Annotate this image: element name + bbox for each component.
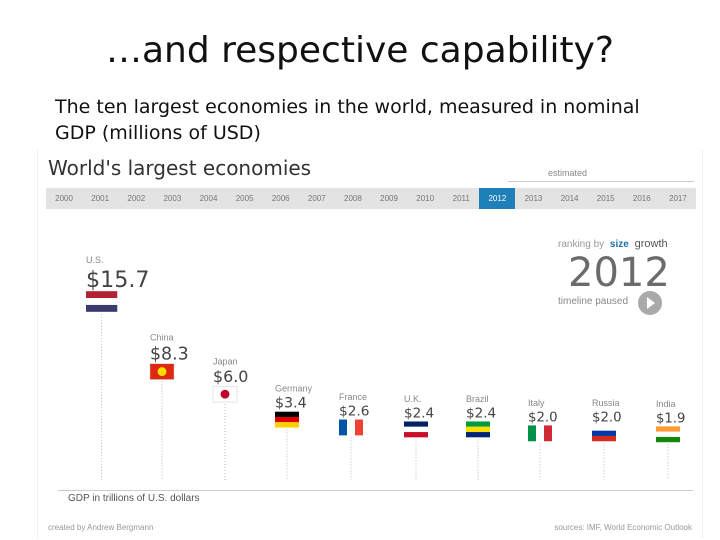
timeline-year-2003[interactable]: 2003 xyxy=(163,194,182,203)
country-label-9: India xyxy=(656,399,676,409)
flag-band-7-1 xyxy=(536,425,544,442)
gdp-value-0: $15.7 xyxy=(86,267,150,293)
timeline-year-2001[interactable]: 2001 xyxy=(91,194,110,203)
country-label-7: Italy xyxy=(528,398,545,408)
country-label-1: China xyxy=(150,332,174,342)
gdp-value-7: $2.0 xyxy=(528,410,558,425)
mode-growth-toggle[interactable]: growth xyxy=(634,238,668,250)
timeline-year-2008[interactable]: 2008 xyxy=(344,194,362,203)
gdp-value-1: $8.3 xyxy=(150,345,189,365)
gdp-value-4: $2.6 xyxy=(339,404,369,420)
flag-band-0-1 xyxy=(86,298,118,305)
timeline-year-2007[interactable]: 2007 xyxy=(307,194,326,203)
timeline-year-2010[interactable]: 2010 xyxy=(416,194,435,203)
year-timeline: 2000 2001 2002 2003 2004 2005 2006 2007 2008 2009… xyxy=(46,188,696,209)
estimated-label: estimated xyxy=(548,168,588,178)
flag-band-4-2 xyxy=(355,419,363,436)
axis-line xyxy=(58,490,693,491)
country-label-3: Germany xyxy=(275,383,313,393)
flag-band-0-2 xyxy=(86,304,118,312)
axis-caption: GDP in trillions of U.S. dollars xyxy=(68,493,200,504)
flag-band-6-1 xyxy=(466,426,490,433)
timeline-year-2004[interactable]: 2004 xyxy=(199,194,218,203)
flag-emblem-1 xyxy=(157,367,167,377)
gdp-value-3: $3.4 xyxy=(275,396,307,412)
country-label-0: U.S. xyxy=(86,255,104,265)
timeline-year-2000[interactable]: 2000 xyxy=(55,194,73,203)
flag-band-5-1 xyxy=(404,426,428,433)
flag-band-8-1 xyxy=(592,430,616,436)
country-label-6: Brazil xyxy=(466,394,489,404)
flag-band-9-0 xyxy=(656,426,680,432)
timeline-year-2016[interactable]: 2016 xyxy=(632,194,651,203)
timeline-year-2014[interactable]: 2014 xyxy=(560,194,579,203)
timeline-status: timeline paused xyxy=(558,296,629,307)
flag-band-8-2 xyxy=(592,435,616,442)
source-text: sources: IMF, World Economic Outlook xyxy=(554,523,692,532)
credit-text: created by Andrew Bergmann xyxy=(48,523,154,532)
gdp-chart: U.S. $15.7 China $8.3 Japan$6.0 Germany $3.4 Fr… xyxy=(86,255,685,480)
timeline-year-2002[interactable]: 2002 xyxy=(127,194,146,203)
flag-band-4-1 xyxy=(347,419,355,436)
graphic-title: World's largest economies xyxy=(48,156,312,180)
timeline-year-2017[interactable]: 2017 xyxy=(669,194,687,203)
flag-band-5-0 xyxy=(404,421,428,427)
country-label-4: France xyxy=(339,392,367,402)
timeline-year-2009[interactable]: 2009 xyxy=(380,194,398,203)
flag-band-9-1 xyxy=(656,431,680,437)
flag-band-0-0 xyxy=(86,291,118,299)
timeline-year-2013[interactable]: 2013 xyxy=(524,194,543,203)
flag-band-3-0 xyxy=(275,411,299,417)
flag-band-3-1 xyxy=(275,416,299,423)
ranking-mode-toggle: ranking by size growth xyxy=(558,238,668,250)
estimated-divider xyxy=(508,181,694,182)
flag-band-8-0 xyxy=(592,425,616,431)
timeline-year-2005[interactable]: 2005 xyxy=(235,194,254,203)
gdp-value-5: $2.4 xyxy=(404,405,434,421)
flag-band-9-2 xyxy=(656,436,680,443)
gdp-value-9: $1.9 xyxy=(656,411,685,426)
flag-band-7-2 xyxy=(544,425,552,442)
flag-band-3-2 xyxy=(275,422,299,428)
timeline-year-2011[interactable]: 2011 xyxy=(452,194,470,203)
current-year-display: 2012 xyxy=(568,250,670,296)
timeline-year-2015[interactable]: 2015 xyxy=(596,194,615,203)
gdp-value-8: $2.0 xyxy=(592,410,622,425)
flag-band-6-2 xyxy=(466,432,490,438)
economies-graphic: World's largest economies estimated 2000… xyxy=(37,150,703,538)
flag-band-5-2 xyxy=(404,432,428,438)
slide-subtitle: The ten largest economies in the world, … xyxy=(55,96,640,144)
flag-band-6-0 xyxy=(466,421,490,427)
country-label-5: U.K. xyxy=(404,394,422,404)
play-button[interactable] xyxy=(638,291,662,315)
flag-band-4-0 xyxy=(339,419,347,436)
flag-band-7-0 xyxy=(528,425,536,442)
gdp-value-6: $2.4 xyxy=(466,405,496,421)
flag-emblem-2 xyxy=(220,389,230,399)
country-label-2: Japan xyxy=(213,356,238,366)
country-label-8: Russia xyxy=(592,398,620,408)
timeline-year-2006[interactable]: 2006 xyxy=(271,194,290,203)
mode-size-toggle[interactable]: size xyxy=(609,239,629,250)
mode-prefix: ranking by xyxy=(558,239,605,250)
gdp-value-2: $6.0 xyxy=(213,367,248,386)
slide-title: …and respective capability? xyxy=(105,30,615,71)
timeline-year-2012[interactable]: 2012 xyxy=(479,188,516,209)
